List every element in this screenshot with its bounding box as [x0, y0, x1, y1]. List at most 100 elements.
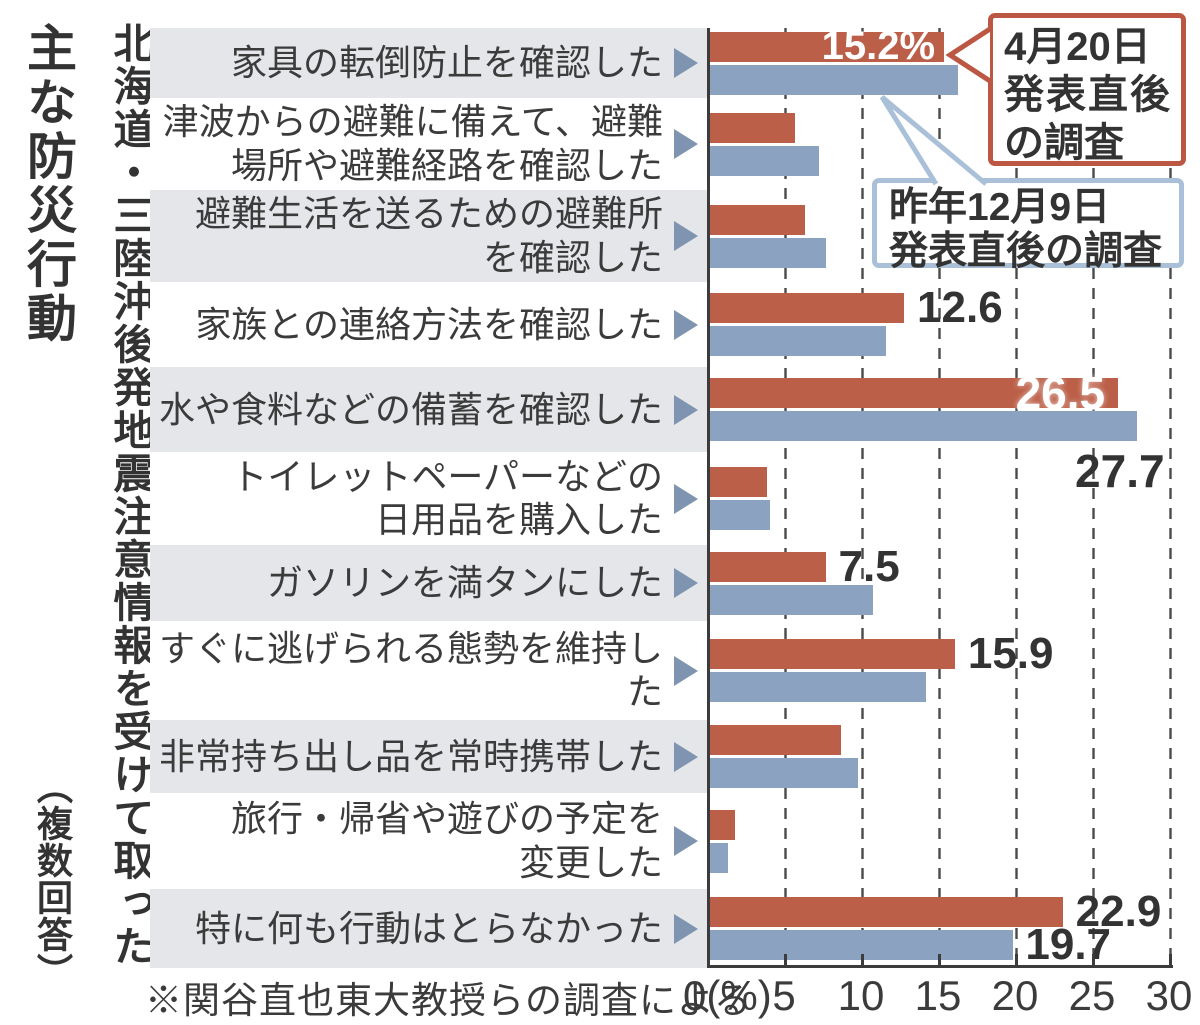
category-label-line: 旅行・帰省や遊びの予定を [150, 797, 663, 841]
category-label-line: ガソリンを満タンにした [150, 561, 663, 605]
category-label: トイレットペーパーなどの日用品を購入した [150, 455, 663, 543]
category-band: 避難生活を送るための避難所を確認した [150, 190, 707, 282]
category-label-line: 津波からの避難に備えて、避難 [150, 100, 663, 144]
bar-april: 26.5 [710, 378, 1118, 408]
category-label-line: 家具の転倒防止を確認した [150, 41, 663, 85]
category-band: トイレットペーパーなどの日用品を購入した [150, 452, 707, 545]
category-label: 特に何も行動はとらなかった [150, 907, 663, 951]
arrow-marker-icon [674, 129, 698, 159]
x-axis-tick-label: 10 [838, 972, 885, 1020]
value-label-december: 19.7 [1025, 930, 1111, 960]
x-axis-tick [938, 954, 941, 965]
arrow-marker-icon [674, 484, 698, 514]
x-axis-tick [861, 954, 864, 965]
legend-april-line: 発表直後 [1004, 71, 1170, 119]
source-footnote: ※関谷直也東大教授らの調査による [145, 970, 752, 1024]
category-band: 水や食料などの備蓄を確認した [150, 367, 707, 452]
bar-december [710, 326, 886, 356]
bar-april [710, 205, 805, 235]
category-label-line: 避難生活を送るための避難所 [150, 192, 663, 236]
arrow-marker-icon [674, 656, 698, 686]
category-band: 旅行・帰省や遊びの予定を変更した [150, 793, 707, 889]
x-axis-tick [1092, 954, 1095, 965]
chart-title-note: （複数回答） [26, 768, 78, 990]
legend-december-line: 昨年12月9日 [889, 186, 1167, 230]
category-band: 津波からの避難に備えて、避難場所や避難経路を確認した [150, 98, 707, 190]
bar-december [710, 843, 728, 873]
value-label-april: 15.2% [822, 24, 944, 69]
x-axis-tick-label: 15 [915, 972, 962, 1020]
value-label-december: 27.7 [1075, 448, 1165, 494]
bar-april [710, 725, 841, 755]
category-label: 家族との連絡方法を確認した [150, 303, 663, 347]
category-label: 津波からの避難に備えて、避難場所や避難経路を確認した [150, 100, 663, 188]
x-axis-tick-label: 20 [992, 972, 1039, 1020]
value-label-april: 7.5 [839, 552, 900, 582]
arrow-marker-icon [674, 221, 698, 251]
category-band: 家具の転倒防止を確認した [150, 28, 707, 98]
x-axis-tick [707, 954, 710, 965]
bar-april [710, 810, 735, 840]
category-label-line: 日用品を購入した [150, 499, 663, 543]
arrow-marker-icon [674, 395, 698, 425]
value-label-april: 12.6 [917, 293, 1003, 323]
category-label: 水や食料などの備蓄を確認した [150, 388, 663, 432]
category-label: 非常持ち出し品を常時携帯した [150, 735, 663, 779]
category-label: すぐに逃げられる態勢を維持した [150, 627, 663, 715]
category-band: 非常持ち出し品を常時携帯した [150, 720, 707, 793]
category-label-line: 特に何も行動はとらなかった [150, 907, 663, 951]
x-axis-tick-label: 5 [772, 972, 795, 1020]
arrow-marker-icon [674, 742, 698, 772]
category-band: 特に何も行動はとらなかった [150, 889, 707, 968]
x-axis-tick-label: 30 [1146, 972, 1193, 1020]
category-label: 旅行・帰省や遊びの予定を変更した [150, 797, 663, 885]
arrow-marker-icon [674, 310, 698, 340]
bar-december [710, 411, 1137, 441]
arrow-marker-icon [674, 914, 698, 944]
x-axis-tick-label: 25 [1069, 972, 1116, 1020]
bar-december [710, 65, 958, 95]
arrow-marker-icon [674, 826, 698, 856]
chart-title-sub: 主な防災行動 [12, 22, 84, 346]
bar-april [710, 639, 955, 669]
category-label-line: トイレットペーパーなどの [150, 455, 663, 499]
category-label-line: を確認した [150, 236, 663, 280]
category-band: ガソリンを満タンにした [150, 545, 707, 621]
x-axis-tick [1015, 954, 1018, 965]
x-axis-tick [784, 954, 787, 965]
x-axis-tick [1169, 954, 1172, 965]
bar-april [710, 113, 795, 143]
bar-december [710, 238, 826, 268]
bar-december [710, 500, 770, 530]
bar-december [710, 146, 819, 176]
bar-april: 15.2% [710, 32, 944, 62]
bar-april [710, 293, 904, 323]
bar-chart: 家具の転倒防止を確認した 15.2% 津波からの避難に備えて、避難場所や避難経路を確… [150, 28, 1185, 968]
category-label-line: 水や食料などの備蓄を確認した [150, 388, 663, 432]
category-band: 家族との連絡方法を確認した [150, 282, 707, 367]
legend-december-line: 発表直後の調査 [889, 230, 1167, 274]
legend-april-line: 4月20日 [1004, 23, 1170, 71]
category-label: 家具の転倒防止を確認した [150, 41, 663, 85]
x-axis-line [707, 965, 1173, 968]
category-label-line: すぐに逃げられる態勢を維持した [150, 627, 663, 715]
category-label: 避難生活を送るための避難所を確認した [150, 192, 663, 280]
category-band: すぐに逃げられる態勢を維持した [150, 621, 707, 720]
category-label: ガソリンを満タンにした [150, 561, 663, 605]
arrow-marker-icon [674, 48, 698, 78]
y-axis-line [707, 28, 710, 968]
legend-april-line: の調査 [1004, 119, 1170, 167]
arrow-marker-icon [674, 568, 698, 598]
bar-april [710, 552, 826, 582]
bar-december [710, 672, 926, 702]
category-label-line: 変更した [150, 841, 663, 885]
bar-april [710, 897, 1063, 927]
bar-april [710, 467, 767, 497]
infographic-canvas: 北海道・三陸沖後発地震注意情報を受けて取った 主な防災行動 （複数回答） 家具の… [0, 0, 1200, 1025]
bar-december [710, 758, 858, 788]
category-label-line: 家族との連絡方法を確認した [150, 303, 663, 347]
value-label-april: 15.9 [968, 639, 1054, 669]
category-label-line: 場所や避難経路を確認した [150, 144, 663, 188]
legend-april-box: 4月20日 発表直後 の調査 [988, 13, 1186, 166]
legend-december-box: 昨年12月9日 発表直後の調査 [872, 178, 1184, 268]
